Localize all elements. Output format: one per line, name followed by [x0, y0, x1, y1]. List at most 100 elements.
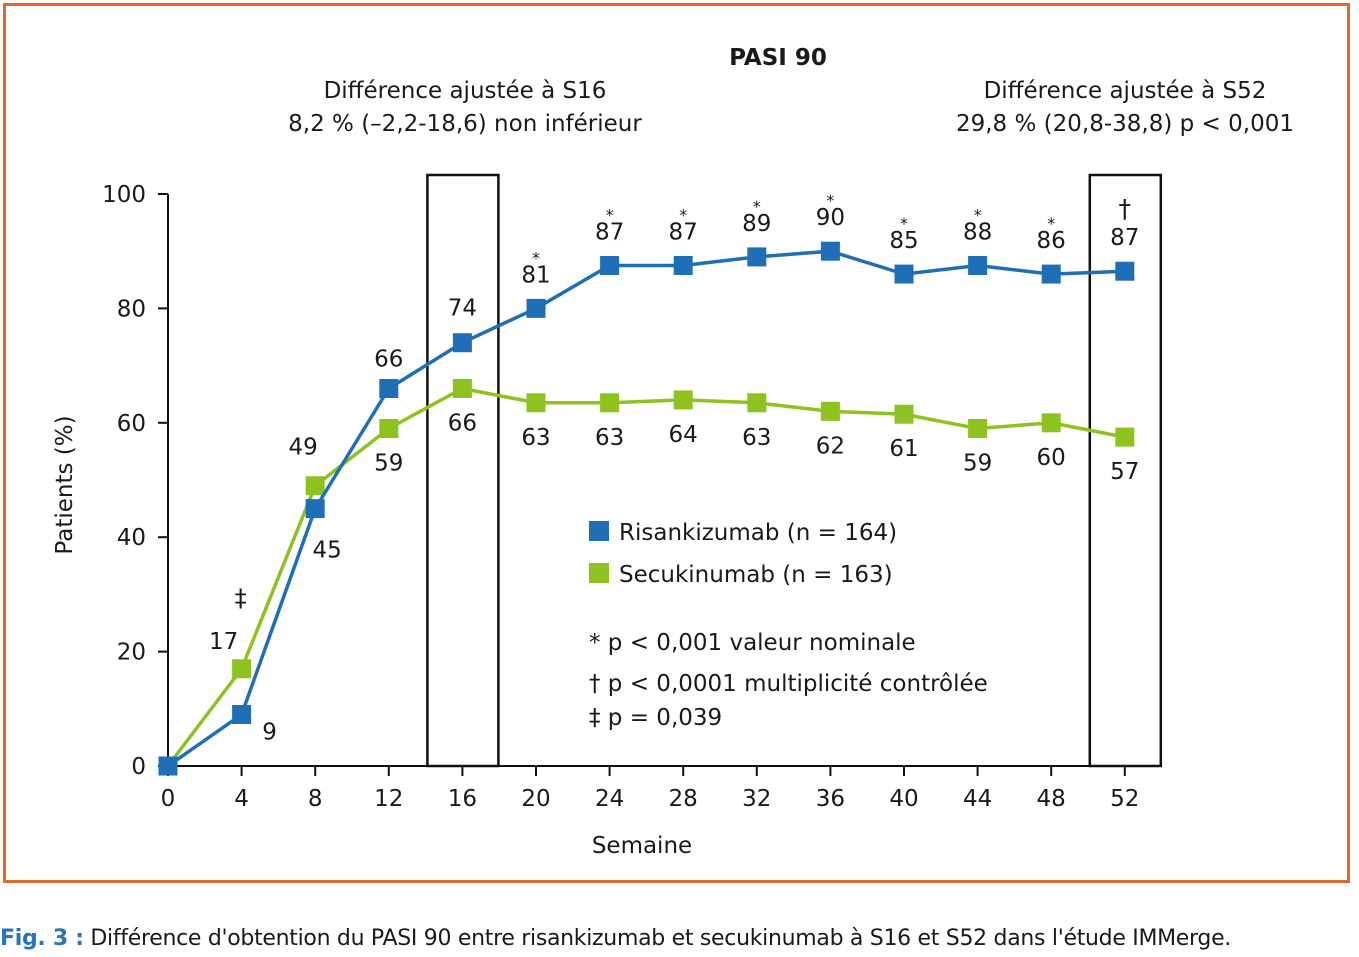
marker-risankizumab-week-40 [894, 264, 914, 284]
x-tick-label-36: 36 [816, 786, 845, 812]
marker-secukinumab-week-8 [305, 476, 325, 496]
y-tick-label-80: 80 [117, 296, 146, 322]
marker-risankizumab-week-52 [1115, 261, 1135, 281]
marker-risankizumab-week-24 [600, 256, 620, 275]
significance-mark-week-28: * [679, 206, 687, 225]
significance-mark-week-40: * [900, 214, 908, 233]
significance-mark-week-32: * [753, 197, 761, 216]
significance-mark-week-20: * [532, 248, 540, 267]
chart-title: PASI 90 [729, 45, 827, 71]
marker-secukinumab-week-52 [1115, 427, 1135, 447]
significance-mark-week-52: † [1119, 194, 1132, 223]
x-tick-label-44: 44 [963, 786, 992, 812]
marker-secukinumab-week-44 [968, 419, 988, 439]
legend-label-risankizumab: Risankizumab (n = 164) [619, 520, 897, 546]
y-tick-label-20: 20 [117, 640, 146, 666]
data-label-secukinumab-week-44: 59 [963, 451, 992, 477]
x-tick-label-48: 48 [1037, 786, 1066, 812]
y-tick-label-100: 100 [102, 182, 146, 208]
data-label-secukinumab-week-32: 63 [742, 425, 771, 451]
data-label-secukinumab-week-8: 49 [289, 435, 318, 461]
marker-secukinumab-week-48 [1041, 413, 1061, 433]
marker-secukinumab-week-32 [747, 393, 767, 413]
highlight-box-week-16 [426, 173, 500, 768]
data-label-secukinumab-week-20: 63 [521, 425, 550, 451]
data-label-risankizumab-week-40: 85 [889, 228, 918, 254]
caption-label: Fig. 3 : [0, 926, 84, 951]
series-line-risankizumab [166, 249, 1125, 768]
marker-risankizumab-week-8 [305, 499, 325, 519]
data-label-secukinumab-week-40: 61 [889, 436, 918, 462]
marker-risankizumab-week-48 [1041, 264, 1061, 284]
data-label-risankizumab-week-8: 45 [313, 538, 342, 564]
footnote-star: * p < 0,001 valeur nominale [589, 630, 916, 656]
data-label-risankizumab-week-36: 90 [816, 205, 845, 231]
significance-mark-week-4: ‡ [235, 584, 247, 612]
figure-frame [3, 3, 1350, 883]
marker-secukinumab-week-28 [673, 390, 693, 410]
marker-secukinumab-week-24 [600, 393, 620, 413]
x-tick-label-24: 24 [595, 786, 624, 812]
significance-mark-week-48: * [1047, 214, 1055, 233]
marker-risankizumab-week-36 [820, 241, 840, 261]
data-label-risankizumab-week-52: 87 [1110, 225, 1139, 251]
y-tick-label-60: 60 [117, 411, 146, 437]
data-label-secukinumab-week-52: 57 [1110, 459, 1139, 485]
figure-caption: Fig. 3 : Différence d'obtention du PASI … [0, 926, 1359, 951]
data-label-secukinumab-week-12: 59 [374, 451, 403, 477]
marker-risankizumab-week-0 [158, 756, 178, 776]
marker-secukinumab-week-40 [894, 404, 914, 424]
data-label-risankizumab-week-16: 74 [448, 296, 477, 322]
marker-risankizumab-week-28 [673, 256, 693, 275]
data-label-risankizumab-week-28: 87 [669, 220, 698, 246]
legend-label-secukinumab: Secukinumab (n = 163) [619, 562, 893, 588]
marker-risankizumab-week-44 [968, 256, 988, 275]
data-label-secukinumab-week-48: 60 [1037, 445, 1066, 471]
marker-risankizumab-week-20 [526, 298, 546, 318]
data-label-secukinumab-week-4: 17 [209, 629, 238, 655]
marker-secukinumab-week-12 [379, 419, 399, 439]
marker-secukinumab-week-36 [820, 401, 840, 421]
marker-risankizumab-week-4 [232, 705, 252, 725]
data-label-secukinumab-week-36: 62 [816, 433, 845, 459]
s16-annotation-title: Différence ajustée à S16 [324, 78, 607, 104]
data-label-risankizumab-week-24: 87 [595, 220, 624, 246]
s52-annotation-title: Différence ajustée à S52 [984, 78, 1267, 104]
y-tick-label-0: 0 [131, 754, 146, 780]
legend-swatch-risankizumab [589, 521, 609, 541]
pasi90-line-chart: PASI 90 Différence ajustée à S16 8,2 % (… [52, 45, 1294, 859]
y-tick-label-40: 40 [117, 525, 146, 551]
data-label-secukinumab-week-24: 63 [595, 425, 624, 451]
x-tick-label-32: 32 [742, 786, 771, 812]
data-label-risankizumab-week-20: 81 [521, 262, 550, 288]
x-tick-label-28: 28 [669, 786, 698, 812]
data-label-risankizumab-week-48: 86 [1037, 228, 1066, 254]
x-tick-label-12: 12 [374, 786, 403, 812]
footnote-double-dagger: ‡ p = 0,039 [589, 705, 722, 731]
significance-mark-week-44: * [974, 206, 982, 225]
marker-secukinumab-week-4 [232, 659, 252, 679]
x-axis-label: Semaine [592, 833, 692, 859]
marker-risankizumab-week-16 [452, 333, 472, 353]
s16-annotation-value: 8,2 % (–2,2-18,6) non inférieur [288, 111, 642, 137]
y-axis-label: Patients (%) [52, 415, 78, 554]
legend: Risankizumab (n = 164) Secukinumab (n = … [589, 520, 897, 588]
s52-annotation-value: 29,8 % (20,8-38,8) p < 0,001 [956, 111, 1294, 137]
legend-swatch-secukinumab [589, 563, 609, 583]
marker-risankizumab-week-12 [379, 378, 399, 398]
marker-risankizumab-week-32 [747, 247, 767, 267]
significance-mark-week-24: * [606, 206, 614, 225]
x-tick-label-20: 20 [521, 786, 550, 812]
data-label-risankizumab-week-12: 66 [374, 346, 403, 372]
marker-secukinumab-week-16 [452, 378, 472, 398]
caption-text: Différence d'obtention du PASI 90 entre … [90, 926, 1231, 951]
significance-mark-week-36: * [826, 191, 834, 210]
x-tick-label-40: 40 [889, 786, 918, 812]
data-label-secukinumab-week-28: 64 [669, 422, 698, 448]
data-label-risankizumab-week-44: 88 [963, 220, 992, 246]
footnote-dagger: † p < 0,0001 multiplicité contrôlée [589, 671, 988, 697]
marker-secukinumab-week-20 [526, 393, 546, 413]
series-line-secukinumab [166, 386, 1126, 768]
x-tick-label-8: 8 [308, 786, 323, 812]
data-label-risankizumab-week-32: 89 [742, 211, 771, 237]
